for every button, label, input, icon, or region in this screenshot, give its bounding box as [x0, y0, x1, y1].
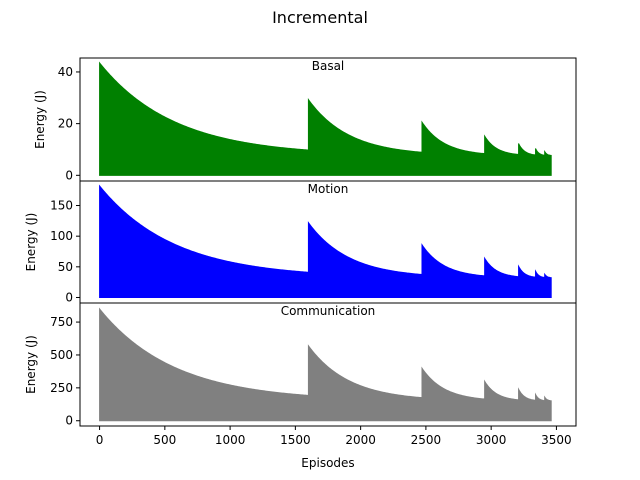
- x-tick-label: 2500: [411, 433, 442, 447]
- x-tick-label: 2000: [345, 433, 376, 447]
- y-tick-label: 100: [50, 229, 73, 243]
- figure-title: Incremental: [272, 8, 368, 27]
- y-tick-label: 250: [50, 381, 73, 395]
- y-axis-label: Energy (J): [33, 90, 47, 149]
- communication-axes-frame: [79, 302, 577, 427]
- y-tick-label: 20: [58, 117, 73, 131]
- x-tick-label: 0: [96, 433, 104, 447]
- basal-energy-area: [99, 61, 552, 176]
- y-axis-label: Energy (J): [24, 335, 38, 394]
- y-tick-label: 0: [65, 168, 73, 182]
- basal-subplot: 0 20 40 Basal Energy (J): [33, 57, 577, 182]
- basal-subplot-title: Basal: [312, 59, 345, 73]
- communication-energy-area: [99, 307, 552, 422]
- motion-energy-area: [99, 184, 552, 298]
- communication-subplot: 0 250 500 750 0 500 1000 1500 2000 2500 3000 3500 Co…: [24, 302, 577, 470]
- y-tick-label: 150: [50, 199, 73, 213]
- x-tick-label: 1500: [280, 433, 311, 447]
- motion-subplot: 0 50 100 150 Motion Energy (J): [24, 180, 577, 304]
- motion-subplot-title: Motion: [308, 182, 349, 196]
- x-tick-label: 3500: [541, 433, 572, 447]
- x-tick-label: 1000: [215, 433, 246, 447]
- x-tick-label: 500: [153, 433, 176, 447]
- subplots: 0 20 40 Basal Energy (J) 0 50 100 150 Motion Energ…: [24, 57, 577, 470]
- x-tick-label: 3000: [476, 433, 507, 447]
- communication-subplot-title: Communication: [281, 304, 376, 318]
- x-axis-label: Episodes: [301, 456, 354, 470]
- y-tick-label: 500: [50, 348, 73, 362]
- y-tick-label: 0: [65, 290, 73, 304]
- y-tick-label: 50: [58, 260, 73, 274]
- y-tick-label: 750: [50, 315, 73, 329]
- y-axis-label: Energy (J): [24, 213, 38, 272]
- y-tick-label: 0: [65, 414, 73, 428]
- y-tick-label: 40: [58, 65, 73, 79]
